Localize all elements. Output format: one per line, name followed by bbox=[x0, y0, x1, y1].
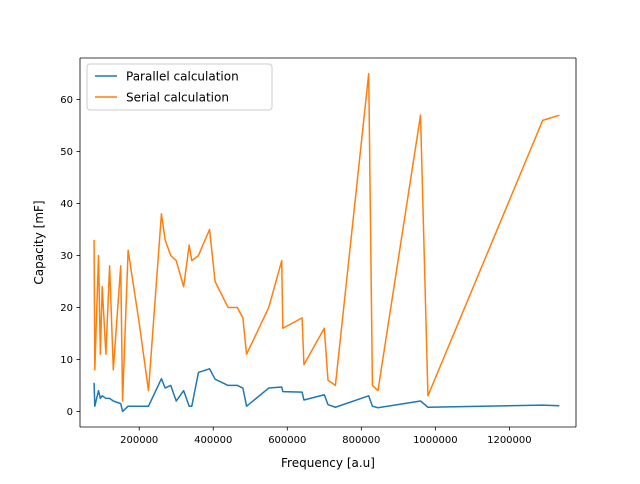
series-group bbox=[93, 72, 560, 413]
legend-label-2: Serial calculation bbox=[126, 91, 229, 105]
axes-spines bbox=[79, 57, 577, 428]
x-tick-label: 400000 bbox=[194, 435, 232, 446]
y-axis-label: Capacity [mF] bbox=[32, 200, 46, 284]
y-tick-label: 10 bbox=[60, 355, 73, 366]
legend-box bbox=[86, 63, 273, 111]
legend: Parallel calculation Serial calculation bbox=[86, 63, 273, 111]
y-tick-label: 0 bbox=[67, 407, 73, 418]
y-tick-label: 60 bbox=[60, 95, 73, 106]
x-tick-label: 200000 bbox=[120, 435, 158, 446]
legend-label-1: Parallel calculation bbox=[126, 70, 239, 84]
x-axis: 200000 400000 600000 800000 1000000 1200000 bbox=[120, 427, 532, 446]
plot-area bbox=[80, 58, 576, 427]
y-axis: 0 10 20 30 40 50 60 bbox=[60, 95, 80, 418]
y-tick-label: 30 bbox=[60, 251, 73, 262]
x-tick-label: 1000000 bbox=[413, 435, 458, 446]
x-tick-label: 1200000 bbox=[487, 435, 532, 446]
y-tick-label: 20 bbox=[60, 303, 73, 314]
x-axis-label: Frequency [a.u] bbox=[281, 456, 375, 470]
x-tick-label: 600000 bbox=[268, 435, 306, 446]
y-tick-label: 50 bbox=[60, 147, 73, 158]
series-line-1 bbox=[93, 368, 560, 413]
x-tick-label: 800000 bbox=[342, 435, 380, 446]
series-line-2 bbox=[93, 72, 560, 402]
y-tick-label: 40 bbox=[60, 199, 73, 210]
